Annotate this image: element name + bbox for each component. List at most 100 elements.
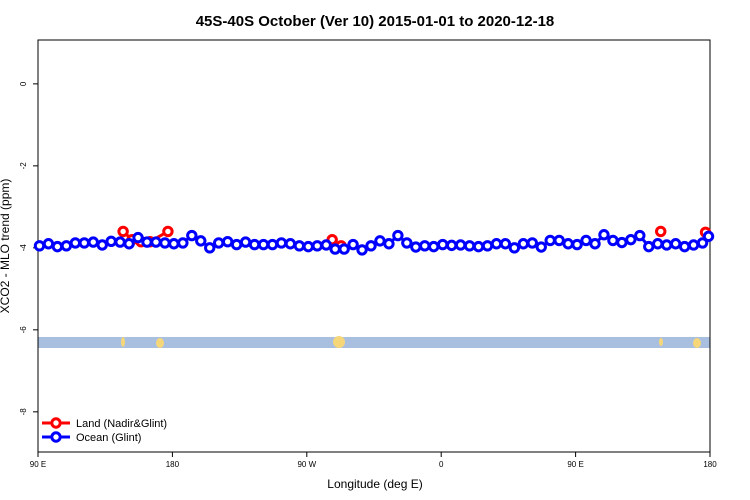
point [383, 238, 395, 250]
point [320, 239, 332, 251]
point [168, 238, 180, 250]
land-mask-band [38, 337, 710, 348]
point [553, 234, 565, 247]
point [481, 240, 494, 252]
point [678, 240, 691, 253]
point [598, 229, 610, 241]
point [177, 237, 189, 249]
x-axis-label: Longitude (deg E) [327, 477, 422, 491]
point [212, 237, 225, 249]
chart-title: 45S-40S October (Ver 10) 2015-01-01 to 2… [196, 13, 555, 30]
point [293, 240, 306, 252]
point [114, 236, 126, 248]
point [517, 238, 530, 250]
point [257, 238, 270, 251]
legend-label: Land (Nadir&Glint) [76, 418, 167, 430]
y-tick-label: -4 [19, 244, 28, 252]
point [410, 241, 422, 253]
point [526, 237, 538, 249]
point [347, 238, 359, 251]
point [696, 237, 709, 249]
point [445, 239, 458, 252]
point [338, 243, 350, 255]
point [87, 236, 99, 248]
point [162, 225, 174, 238]
point [652, 238, 664, 250]
point [490, 238, 503, 250]
land-mask-spots [121, 336, 701, 348]
point [607, 234, 619, 247]
x-tick-label: 180 [166, 460, 180, 469]
point [42, 238, 55, 250]
x-tick-label: 0 [439, 460, 444, 469]
y-tick-label: 0 [19, 81, 28, 86]
point [616, 236, 628, 249]
point [544, 234, 556, 247]
point [159, 237, 171, 249]
point [356, 244, 368, 256]
point [655, 225, 667, 238]
x-tick-label: 90 E [567, 460, 583, 469]
point [401, 237, 413, 249]
point [419, 240, 431, 252]
point [239, 236, 252, 248]
x-tick-label: 90 E [30, 460, 46, 469]
point [96, 239, 108, 251]
point [33, 240, 46, 252]
point [702, 230, 715, 243]
x-tick-label: 180 [703, 460, 717, 469]
point [123, 238, 135, 250]
point [248, 238, 261, 251]
point [117, 225, 129, 238]
point [454, 239, 467, 251]
point [150, 236, 162, 248]
point [508, 242, 521, 254]
point [284, 238, 297, 250]
y-tick-label: -8 [19, 408, 28, 416]
legend-label: Ocean (Glint) [76, 432, 141, 444]
point [311, 240, 323, 252]
point [428, 240, 440, 253]
point [562, 238, 574, 250]
y-tick-label: -2 [19, 162, 28, 170]
point [669, 238, 682, 250]
point [634, 229, 646, 242]
legend-marker [50, 417, 62, 429]
point [329, 243, 341, 255]
y-axis-label: XCO2 - MLO trend (ppm) [0, 179, 12, 314]
point [687, 239, 700, 251]
point [132, 231, 144, 244]
point [643, 240, 655, 253]
point [392, 229, 404, 242]
point [141, 236, 153, 248]
point [230, 238, 243, 251]
point [302, 240, 314, 253]
point [51, 240, 64, 253]
point [660, 239, 673, 251]
point [186, 229, 198, 242]
point [463, 240, 476, 252]
point [275, 237, 288, 249]
point [580, 234, 592, 247]
point [571, 238, 583, 251]
point [105, 235, 117, 247]
point [221, 235, 234, 248]
point [374, 235, 386, 247]
x-tick-label: 90 W [297, 460, 316, 469]
point [499, 238, 512, 250]
point [535, 241, 547, 253]
point [436, 238, 449, 251]
point [69, 237, 82, 249]
point [204, 242, 216, 254]
point [472, 240, 485, 253]
point [60, 240, 73, 252]
point [625, 233, 637, 246]
point [266, 238, 279, 251]
point [365, 240, 377, 252]
point [78, 237, 90, 249]
legend-marker [50, 431, 62, 443]
point [589, 238, 601, 250]
y-tick-label: -6 [19, 326, 28, 334]
